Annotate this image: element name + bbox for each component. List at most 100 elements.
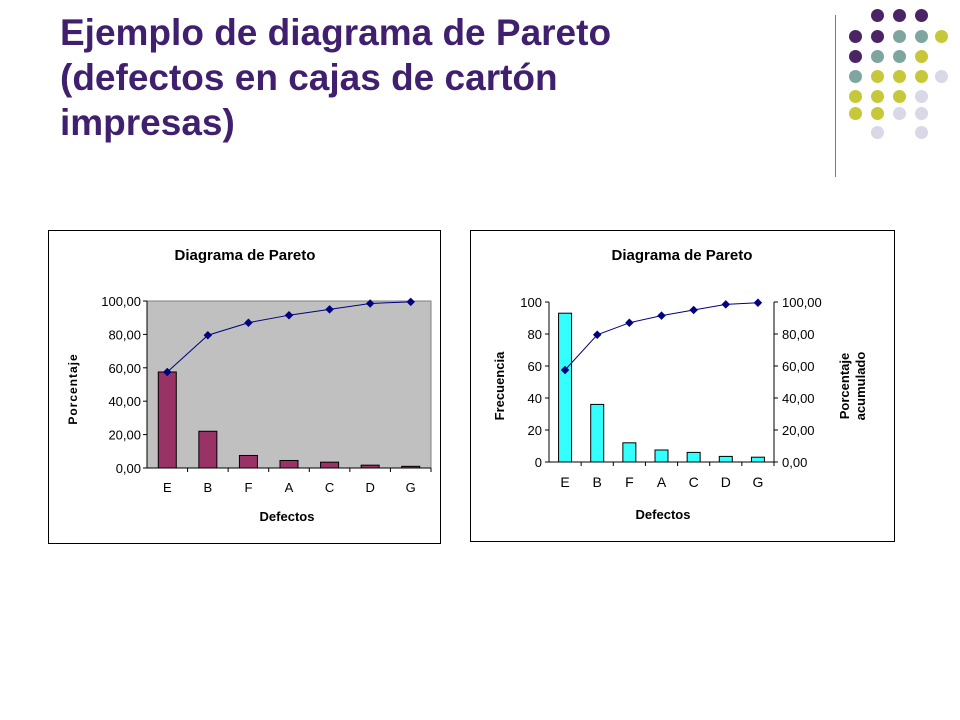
y-tick-label: 20,00 — [108, 428, 141, 443]
decorative-dot — [893, 107, 906, 120]
decorative-dot — [935, 30, 948, 43]
slide-title-line: (defectos en cajas de cartón — [60, 57, 558, 98]
x-tick-label: C — [689, 474, 699, 490]
x-axis-label: Defectos — [636, 507, 691, 522]
decorative-dot — [871, 126, 884, 139]
y-tick-label: 40 — [528, 391, 542, 406]
bar — [401, 465, 421, 469]
x-tick-label: B — [593, 474, 602, 490]
cumulative-point — [163, 367, 172, 377]
decorative-dot — [871, 9, 884, 22]
y2-tick-label: 20,00 — [782, 423, 815, 438]
slide-title: Ejemplo de diagrama de Pareto (defectos … — [60, 10, 800, 145]
decorative-dot — [915, 70, 928, 83]
cumulative-point — [284, 310, 294, 320]
y-axis-label: Porcentaje — [66, 353, 80, 424]
y-tick-label: 100 — [520, 295, 542, 310]
y2-tick-label: 0,00 — [782, 455, 807, 470]
x-tick-label: A — [285, 480, 294, 495]
decorative-dot — [871, 90, 884, 103]
decorative-dot — [935, 70, 948, 83]
cumulative-point — [721, 300, 731, 309]
decorative-dot — [893, 9, 906, 22]
cumulative-point — [753, 298, 763, 308]
cumulative-point — [689, 305, 698, 315]
y-tick-label: 0 — [535, 455, 542, 470]
y-axis-label: Frecuencia — [492, 351, 507, 420]
cumulative-point — [365, 299, 375, 308]
x-axis-label: Defectos — [260, 509, 315, 524]
bar — [198, 430, 218, 469]
decorative-dot — [893, 70, 906, 83]
x-tick-label: E — [560, 474, 569, 490]
bar — [279, 459, 299, 469]
decorative-dot — [893, 50, 906, 63]
decorative-dot — [849, 107, 862, 120]
chart-title: Diagrama de Pareto — [175, 247, 316, 264]
decorative-dot — [915, 107, 928, 120]
y-tick-label: 0,00 — [116, 461, 141, 476]
bar — [686, 451, 701, 463]
cumulative-point — [325, 305, 334, 314]
x-tick-label: F — [625, 474, 634, 490]
decorative-dot — [849, 70, 862, 83]
slide-title-line: impresas) — [60, 102, 235, 143]
y2-tick-label: 80,00 — [782, 327, 815, 342]
decorative-dot — [893, 30, 906, 43]
x-tick-label: D — [721, 474, 731, 490]
bar — [360, 464, 380, 469]
x-tick-label: B — [204, 480, 213, 495]
chart-title: Diagrama de Pareto — [612, 247, 753, 264]
decorative-dot — [893, 90, 906, 103]
bar — [320, 461, 340, 469]
decorative-dot — [915, 9, 928, 22]
y2-axis-label: acumulado — [853, 352, 868, 421]
y-tick-label: 80,00 — [108, 327, 141, 342]
cumulative-point — [560, 365, 570, 375]
y2-axis-label: Porcentaje — [837, 353, 852, 419]
decorative-dot — [849, 50, 862, 63]
y2-tick-label: 100,00 — [782, 295, 822, 310]
x-tick-label: F — [244, 480, 252, 495]
decorative-dot — [915, 126, 928, 139]
y-tick-label: 80 — [528, 327, 542, 342]
decorative-dot — [915, 30, 928, 43]
decorative-dot — [871, 70, 884, 83]
cumulative-point — [657, 311, 666, 320]
decorative-dot — [849, 30, 862, 43]
y-tick-label: 60,00 — [108, 361, 141, 376]
bar — [558, 312, 573, 463]
bar — [590, 403, 605, 463]
y2-tick-label: 40,00 — [782, 391, 815, 406]
cumulative-point — [625, 318, 634, 328]
decorative-dot — [871, 30, 884, 43]
x-tick-label: C — [325, 480, 334, 495]
decorative-dot — [871, 50, 884, 63]
decorative-dot — [915, 50, 928, 63]
slide-title-line: Ejemplo de diagrama de Pareto — [60, 12, 612, 53]
decorative-dot — [915, 90, 928, 103]
decorative-divider — [835, 15, 836, 177]
plot-area — [146, 300, 432, 469]
pareto-chart-percentage: Diagrama de Pareto Defectos Porcentaje 0… — [48, 230, 441, 544]
x-tick-label: A — [657, 474, 667, 490]
bar — [750, 456, 765, 463]
bar — [622, 442, 637, 463]
bar — [157, 371, 177, 469]
bar — [238, 454, 258, 469]
x-tick-label: E — [163, 480, 172, 495]
y2-tick-label: 60,00 — [782, 359, 815, 374]
pareto-chart-dual-axis-svg: Diagrama de Pareto Defectos Frecuencia P… — [492, 247, 868, 522]
bar — [718, 455, 733, 463]
y-tick-label: 40,00 — [108, 394, 141, 409]
decorative-dot — [871, 107, 884, 120]
decorative-dot — [849, 90, 862, 103]
y-tick-label: 100,00 — [101, 294, 141, 309]
cumulative-point — [203, 330, 213, 340]
x-tick-label: G — [406, 480, 416, 495]
x-tick-label: D — [365, 480, 374, 495]
cumulative-point — [406, 297, 415, 307]
x-tick-label: G — [752, 474, 763, 490]
pareto-chart-dual-axis: Diagrama de Pareto Defectos Frecuencia P… — [470, 230, 895, 542]
y-tick-label: 20 — [528, 423, 542, 438]
